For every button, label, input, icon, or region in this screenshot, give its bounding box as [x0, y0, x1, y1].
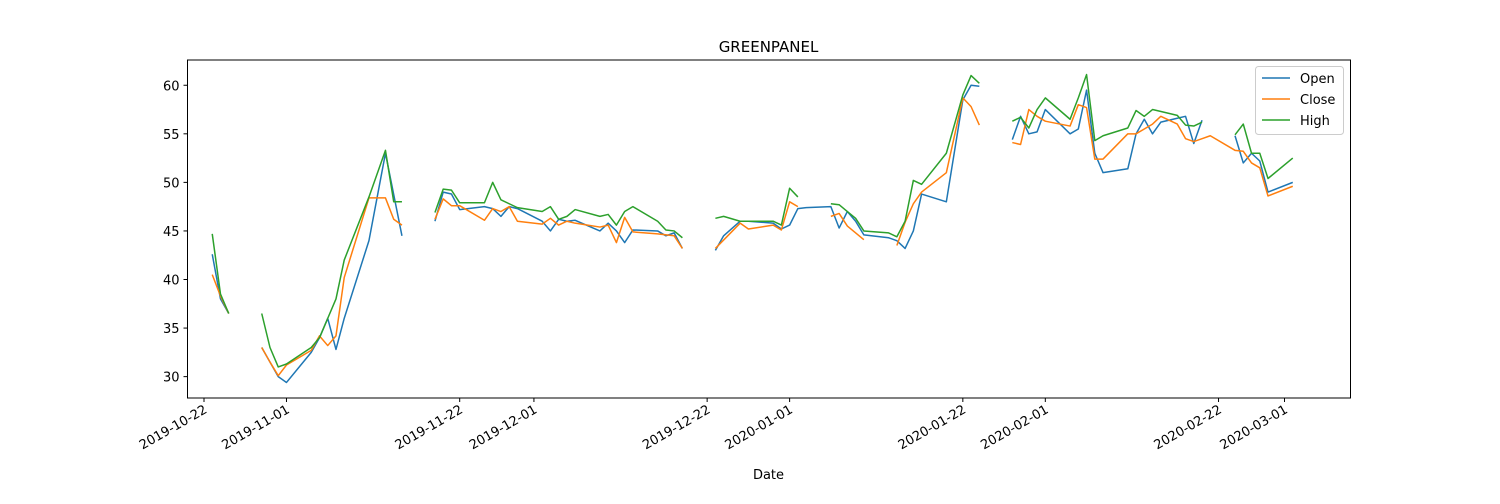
series-line-high: [261, 149, 402, 368]
legend-label: Open: [1300, 72, 1335, 87]
legend-label: High: [1300, 114, 1330, 129]
series-line-open: [211, 254, 230, 314]
x-tick-label: 2020-01-22: [896, 402, 969, 453]
y-tick-label: 45: [163, 225, 180, 240]
series-line-open: [261, 152, 403, 384]
series-line-high: [830, 74, 980, 238]
chart-title: GREENPANEL: [719, 38, 819, 56]
y-tick-label: 40: [163, 274, 180, 289]
y-tick-label: 55: [163, 128, 180, 143]
plot-frame: [187, 59, 1351, 399]
series-line-open: [1011, 89, 1203, 174]
x-tick-label: 2020-02-01: [978, 402, 1051, 453]
series-line-open: [1234, 135, 1294, 193]
series-line-close: [1012, 103, 1294, 197]
y-tick-label: 30: [163, 371, 180, 386]
series-line-high: [434, 181, 683, 239]
series-line-open: [434, 191, 684, 249]
series-line-high: [715, 187, 799, 226]
y-tick-label: 35: [163, 322, 180, 337]
x-tick-label: 2020-02-22: [1152, 402, 1225, 453]
x-tick-label: 2019-11-01: [220, 402, 293, 453]
x-tick-label: 2019-12-01: [467, 402, 540, 453]
y-tick-label: 50: [163, 176, 180, 191]
series-line-close: [434, 198, 684, 249]
x-tick-label: 2019-11-22: [393, 402, 466, 453]
series-line-close: [261, 197, 403, 377]
legend-box: [1255, 66, 1344, 135]
x-tick-label: 2019-10-22: [137, 402, 210, 453]
series-line-close: [830, 212, 865, 241]
x-tick-label: 2019-12-22: [640, 402, 713, 453]
series-line-high: [211, 233, 230, 314]
series-line-close: [896, 97, 981, 246]
x-tick-label: 2020-01-01: [723, 402, 796, 453]
y-tick-label: 60: [163, 79, 180, 94]
series-line-high: [1234, 123, 1294, 180]
x-axis-label: Date: [753, 468, 784, 483]
series-line-close: [714, 201, 799, 249]
legend-label: Close: [1300, 93, 1335, 108]
x-tick-label: 2020-03-01: [1218, 402, 1291, 453]
series-line-high: [1012, 73, 1203, 142]
